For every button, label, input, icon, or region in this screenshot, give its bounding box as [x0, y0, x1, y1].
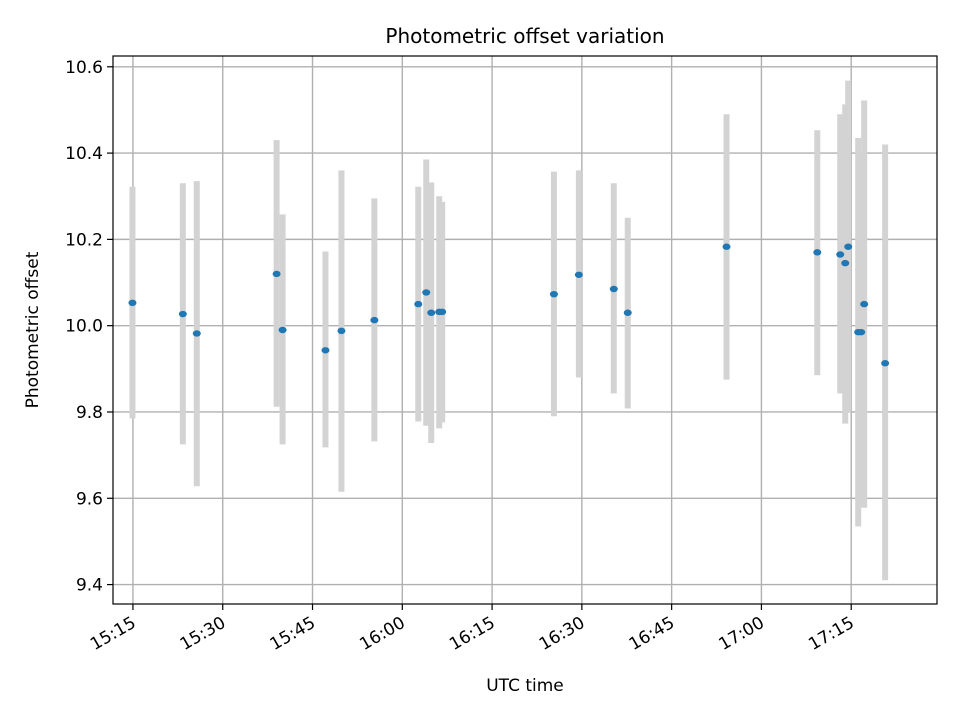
- data-point: [609, 285, 618, 293]
- y-tick-label: 9.6: [76, 489, 103, 509]
- y-tick-label: 10.2: [65, 230, 103, 250]
- data-point: [192, 330, 201, 337]
- data-point: [549, 290, 558, 298]
- data-point: [178, 310, 187, 318]
- data-point: [813, 249, 822, 256]
- data-point: [414, 300, 423, 308]
- y-tick-label: 10.0: [65, 317, 103, 337]
- y-tick-label: 9.4: [76, 576, 103, 596]
- y-tick-label: 9.8: [76, 403, 103, 423]
- y-tick-label: 10.6: [65, 58, 103, 78]
- chart-title: Photometric offset variation: [385, 24, 664, 48]
- data-point: [623, 309, 632, 316]
- data-point: [857, 328, 866, 336]
- data-point: [321, 347, 330, 354]
- data-point: [438, 308, 447, 316]
- plot-frame: [112, 55, 938, 605]
- data-point: [574, 271, 583, 278]
- data-point: [860, 300, 869, 308]
- data-point: [128, 299, 137, 307]
- data-point: [722, 243, 731, 250]
- data-point: [841, 259, 850, 267]
- data-point: [844, 243, 853, 250]
- y-tick-label: 10.4: [65, 144, 103, 164]
- data-point: [836, 251, 845, 258]
- data-points: [128, 243, 890, 367]
- data-point: [422, 289, 431, 296]
- data-point: [278, 326, 287, 334]
- data-point: [272, 270, 281, 278]
- x-axis-label: UTC time: [486, 676, 564, 696]
- y-axis-label: Photometric offset: [23, 251, 43, 408]
- y-axis: 9.4 9.6 9.8 10.0 10.2 10.4 10.6: [65, 58, 113, 596]
- data-point: [337, 327, 346, 335]
- data-point: [881, 360, 890, 367]
- data-point: [370, 316, 379, 324]
- data-point: [427, 309, 436, 316]
